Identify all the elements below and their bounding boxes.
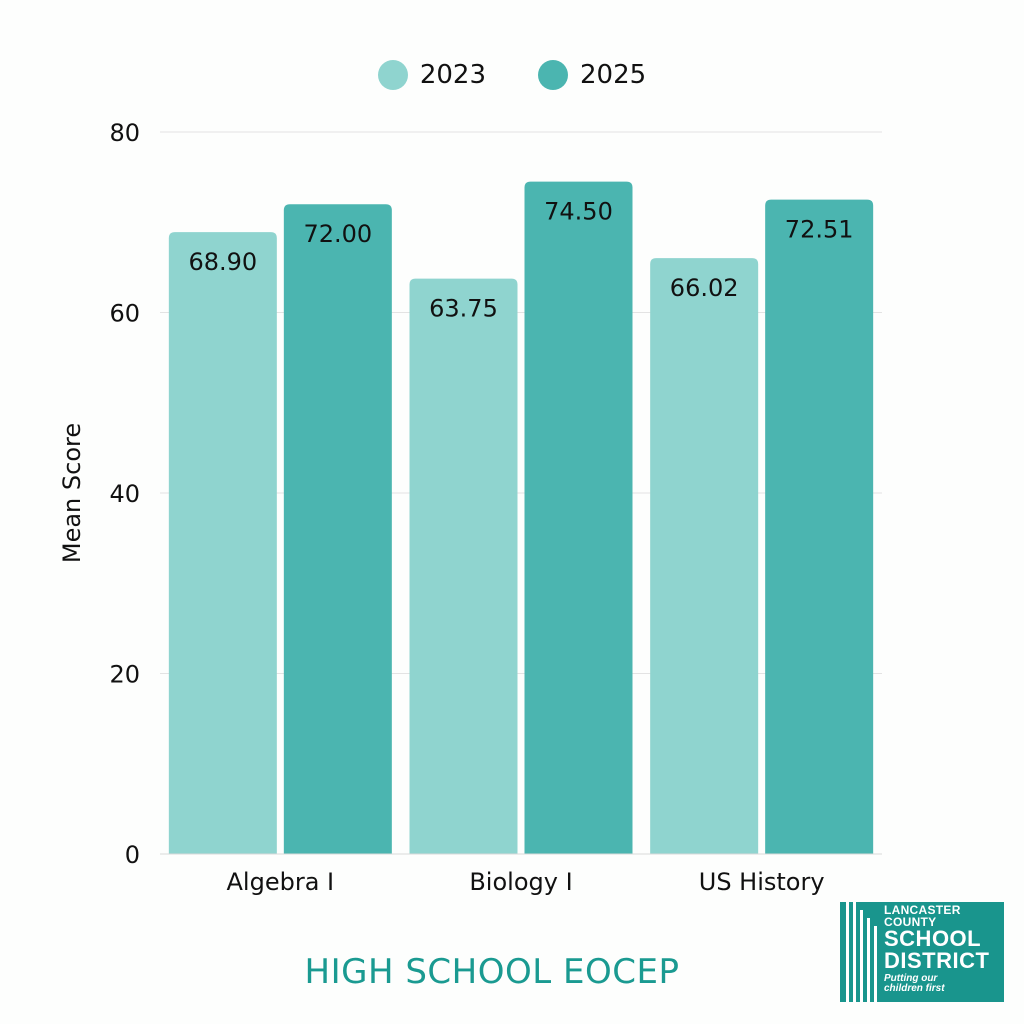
y-tick-label: 40 (109, 480, 140, 508)
logo-line-district: DISTRICT (884, 948, 990, 973)
bar-2023 (650, 258, 759, 854)
legend-label-2025: 2025 (580, 60, 647, 90)
y-tick-label: 80 (109, 119, 140, 147)
bar-2023 (409, 278, 518, 854)
data-label: 68.90 (188, 248, 257, 276)
bar-2025 (283, 204, 392, 854)
logo-stripes-icon (846, 902, 877, 1002)
data-label: 66.02 (670, 274, 739, 302)
y-tick-label: 20 (109, 661, 140, 689)
legend-swatch-2025 (538, 60, 568, 90)
logo-tagline-1: Putting our (884, 973, 938, 984)
data-label: 74.50 (544, 198, 613, 226)
data-label: 72.00 (303, 220, 372, 248)
legend-item-2023: 2023 (377, 60, 486, 90)
logo-text: LANCASTER COUNTY SCHOOL DISTRICT Putting… (884, 904, 989, 994)
y-tick-label: 0 (125, 841, 140, 869)
logo-tagline-2: children first (884, 983, 945, 994)
logo-line-school: SCHOOL (884, 926, 982, 951)
chart-title: HIGH SCHOOL EOCEP (304, 952, 680, 992)
y-tick-label: 60 (109, 300, 140, 328)
legend-swatch-2023 (377, 60, 408, 90)
chart-legend: 2023 2025 (0, 60, 1024, 90)
x-tick-label: Biology I (469, 868, 572, 896)
x-tick-label: Algebra I (227, 868, 335, 896)
legend-label-2023: 2023 (419, 60, 486, 90)
data-label: 72.51 (785, 216, 854, 244)
bar-2025 (765, 199, 874, 855)
data-label: 63.75 (429, 295, 498, 323)
logo-line-lancaster: LANCASTER (884, 903, 961, 917)
y-axis-label: Mean Score (58, 423, 86, 563)
bar-2023 (168, 232, 277, 855)
bar-2025 (524, 181, 633, 854)
district-logo: LANCASTER COUNTY SCHOOL DISTRICT Putting… (840, 902, 1004, 1002)
legend-item-2025: 2025 (538, 60, 646, 90)
logo-line-county: COUNTY (884, 915, 937, 929)
x-tick-label: US History (699, 868, 825, 896)
